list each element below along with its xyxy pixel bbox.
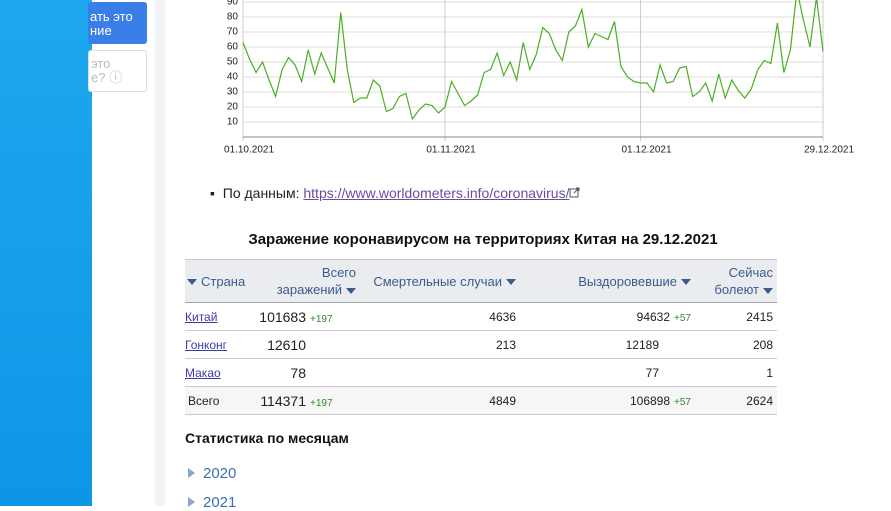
table-row: Всего 114371 +197 4849 106898 +57 2624 <box>185 386 777 415</box>
table-title: Заражение коронавирусом на территориях К… <box>248 231 718 248</box>
header-text: Выздоровевшие <box>578 273 677 289</box>
table-row: Макао 78 77 1 <box>185 358 777 387</box>
chart: 10 20 30 40 50 60 70 80 90 01.10.2021 01.11.2021 01… <box>224 0 854 156</box>
recovered-value: 12189 <box>625 337 659 352</box>
active-cell: 2415 <box>695 302 777 331</box>
sort-icon <box>506 279 516 286</box>
cases_new-value: +197 <box>310 313 333 325</box>
active-value: 1 <box>766 365 773 380</box>
deaths-cell: 4849 <box>360 386 520 415</box>
recovered-cell: 77 <box>520 358 695 387</box>
year-toggle[interactable]: 2020 <box>188 465 236 482</box>
sort-icon <box>681 279 691 286</box>
header-text: Страна <box>201 273 246 289</box>
country-text: Всего <box>188 394 220 408</box>
button[interactable]: ать это ние <box>88 2 147 44</box>
y-tick-label: 10 <box>227 117 239 128</box>
cases-cell: 114371 +197 <box>254 386 360 415</box>
active-value: 2415 <box>746 309 773 324</box>
cases-cell: 101683 +197 <box>254 302 360 331</box>
recovered-value: 106898 <box>629 393 671 408</box>
country-cell: Всего <box>185 386 254 415</box>
header-text: Смертельные случаи <box>373 273 502 289</box>
country-cell: Макао <box>185 358 254 387</box>
x-tick-label: 01.11.2021 <box>426 145 476 156</box>
column-header[interactable]: Всего заражений <box>254 259 360 303</box>
header-row: Страна Всего заражений Смертельные случаи В… <box>185 259 777 303</box>
recovered_new-value: +57 <box>674 396 691 408</box>
button-text: ние <box>90 23 112 38</box>
recovered-cell: 12189 <box>520 330 695 359</box>
deaths-value: 4849 <box>489 393 516 408</box>
sort-icon <box>763 287 773 294</box>
line <box>242 0 824 121</box>
sort-icon <box>346 287 356 294</box>
deaths-cell <box>360 358 520 387</box>
country-link[interactable]: Китай <box>185 310 218 324</box>
source-link[interactable]: https://www.worldometers.info/coronaviru… <box>303 185 570 201</box>
recovered-cell: 106898 +57 <box>520 386 695 415</box>
country-link[interactable]: Гонконг <box>185 338 228 352</box>
deaths-cell: 213 <box>360 330 520 359</box>
feedback-text: е? ⓘ <box>91 70 123 85</box>
column-header[interactable]: Выздоровевшие <box>520 259 695 303</box>
country-link[interactable]: Макао <box>185 366 221 380</box>
active-cell: 208 <box>695 330 777 359</box>
feedback-box[interactable]: это е? ⓘ <box>88 50 147 92</box>
table-body: Китай 101683 +197 4636 94632 +57 2415 Гонконг 12… <box>185 302 777 415</box>
source: ▪ По данным: https://www.worldometers.in… <box>210 185 580 201</box>
section-title: Статистика по месяцам <box>185 430 349 446</box>
y-tick-label: 40 <box>227 72 239 83</box>
header-text: Сейчас болеют <box>714 265 773 297</box>
y-tick-label: 70 <box>227 27 239 38</box>
recovered-cell: 94632 +57 <box>520 302 695 331</box>
table: Страна Всего заражений Смертельные случаи В… <box>185 259 777 415</box>
source-prefix: По данным: <box>222 185 300 201</box>
y-tick-label: 80 <box>227 12 239 23</box>
active-cell: 2624 <box>695 386 777 415</box>
x-tick-label: 29.12.2021 <box>804 145 854 156</box>
column-header[interactable]: Смертельные случаи <box>360 259 520 303</box>
external-icon <box>569 187 580 198</box>
cases-value: 12610 <box>267 336 306 353</box>
recovered-value: 77 <box>645 365 659 380</box>
active-value: 2624 <box>746 393 773 408</box>
x-tick-label: 01.10.2021 <box>224 145 274 156</box>
gutter <box>155 0 165 506</box>
deaths-cell: 4636 <box>360 302 520 331</box>
deaths-value: 213 <box>495 337 516 352</box>
y-tick-label: 20 <box>227 102 239 113</box>
button-text: ать это <box>90 9 133 24</box>
cases-value: 101683 <box>259 308 306 325</box>
active-value: 208 <box>752 337 773 352</box>
cases-value: 78 <box>290 364 306 381</box>
sort-icon <box>187 279 197 286</box>
cases_new-value: +197 <box>310 397 333 409</box>
recovered-value: 94632 <box>636 309 671 324</box>
cases-value: 114371 <box>260 392 306 409</box>
year-toggle[interactable]: 2021 <box>188 494 236 511</box>
header-text: Всего заражений <box>276 265 356 297</box>
y-tick-label: 30 <box>227 87 239 98</box>
feedback-text: это <box>91 56 111 71</box>
cases-cell: 78 <box>254 358 360 387</box>
x-tick-label: 01.12.2021 <box>621 145 671 156</box>
deaths-value: 4636 <box>489 309 516 324</box>
y-tick-label: 90 <box>227 0 239 8</box>
cases-cell: 12610 <box>254 330 360 359</box>
table-row: Китай 101683 +197 4636 94632 +57 2415 <box>185 302 777 331</box>
table-row: Гонконг 12610 213 12189 208 <box>185 330 777 359</box>
sidebar <box>0 0 92 506</box>
y-tick-label: 50 <box>227 57 239 68</box>
active-cell: 1 <box>695 358 777 387</box>
y-tick-label: 60 <box>227 42 239 53</box>
column-header[interactable]: Страна <box>185 259 254 303</box>
country-cell: Китай <box>185 302 254 331</box>
column-header[interactable]: Сейчас болеют <box>695 259 777 303</box>
recovered_new-value: +57 <box>674 312 691 324</box>
country-cell: Гонконг <box>185 330 254 359</box>
